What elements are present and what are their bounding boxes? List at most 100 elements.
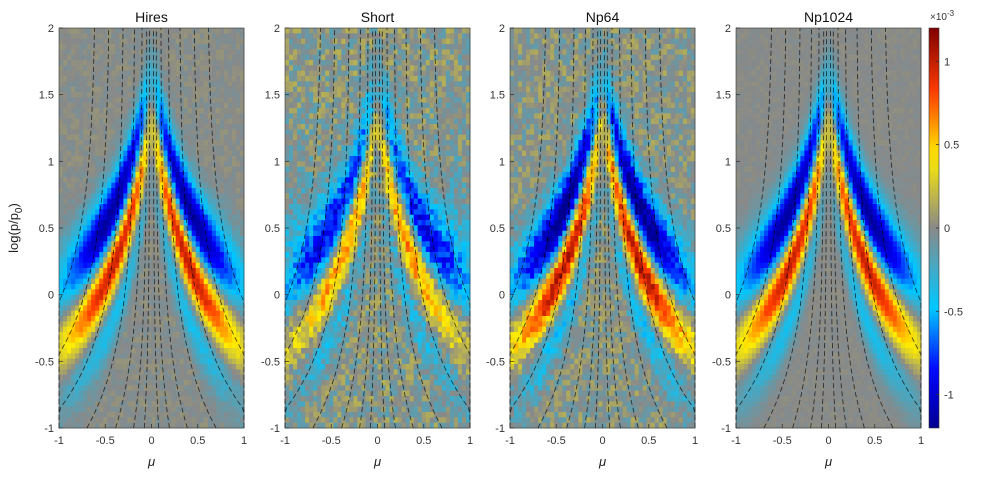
heatmap-cell <box>215 321 221 328</box>
heatmap-cell <box>337 209 342 216</box>
heatmap-cell <box>211 380 217 386</box>
heatmap-cell <box>305 38 310 45</box>
y-tick-label: -1 <box>44 423 54 435</box>
heatmap-cell <box>135 198 140 205</box>
heatmap-cell <box>63 54 68 61</box>
heatmap-cell <box>235 241 241 248</box>
heatmap-cell <box>293 129 298 136</box>
heatmap-cell <box>333 337 338 344</box>
heatmap-cell <box>111 145 116 152</box>
heatmap-cell <box>139 177 144 184</box>
heatmap-cell <box>329 86 334 93</box>
heatmap-cell <box>123 166 128 173</box>
heatmap-cell <box>203 108 209 114</box>
heatmap-cell <box>71 246 76 253</box>
heatmap-cell <box>59 182 64 189</box>
heatmap-cell <box>191 241 197 248</box>
heatmap-cell <box>301 86 306 93</box>
heatmap-cell <box>179 60 185 66</box>
heatmap-cell <box>107 390 112 397</box>
heatmap-cell <box>163 246 168 253</box>
heatmap-cell <box>207 225 213 232</box>
heatmap-cell <box>119 134 124 141</box>
heatmap-cell <box>309 161 314 168</box>
heatmap-cell <box>227 134 233 141</box>
heatmap-cell <box>191 396 197 402</box>
heatmap-cell <box>175 401 181 408</box>
heatmap-cell <box>293 92 298 98</box>
heatmap-cell <box>285 44 290 50</box>
heatmap-cell <box>131 204 136 210</box>
heatmap-cell <box>223 278 229 285</box>
heatmap-cell <box>95 385 100 392</box>
heatmap-cell <box>143 321 148 328</box>
heatmap-cell <box>313 198 318 205</box>
heatmap-cell <box>135 118 140 125</box>
heatmap-cell <box>215 332 221 338</box>
heatmap-cell <box>353 161 358 168</box>
heatmap-cell <box>147 124 152 130</box>
heatmap-cell <box>341 220 346 226</box>
heatmap-cell <box>179 364 185 370</box>
heatmap-cell <box>341 374 346 381</box>
heatmap-cells <box>59 28 245 429</box>
heatmap-cell <box>167 28 173 34</box>
heatmap-cell <box>59 28 64 34</box>
heatmap-cell <box>155 198 160 205</box>
heatmap-cell <box>159 348 164 354</box>
heatmap-cell <box>357 220 362 226</box>
heatmap-cell <box>67 113 72 120</box>
heatmap-cell <box>111 316 116 322</box>
heatmap-cell <box>171 113 177 120</box>
heatmap-cell <box>203 86 209 93</box>
heatmap-cell <box>321 86 326 93</box>
heatmap-cell <box>235 364 241 370</box>
heatmap-cell <box>91 284 96 290</box>
heatmap-cell <box>301 284 306 290</box>
heatmap-cell <box>183 60 189 66</box>
heatmap-cell <box>107 257 112 264</box>
heatmap-cell <box>231 305 237 312</box>
heatmap-cell <box>87 225 92 232</box>
heatmap-cell <box>123 225 128 232</box>
heatmap-cell <box>337 380 342 386</box>
heatmap-cell <box>325 108 330 114</box>
heatmap-cell <box>293 182 298 189</box>
heatmap-cell <box>235 65 241 72</box>
heatmap-cell <box>91 145 96 152</box>
heatmap-cell <box>123 412 128 418</box>
heatmap-cell <box>91 204 96 210</box>
heatmap-cell <box>171 81 177 88</box>
heatmap-cell <box>211 230 217 237</box>
heatmap-cell <box>175 97 181 104</box>
heatmap-cell <box>203 348 209 354</box>
heatmap-cell <box>349 209 354 216</box>
heatmap-cell <box>155 358 160 365</box>
heatmap-cell <box>345 118 350 125</box>
heatmap-cell <box>183 305 189 312</box>
heatmap-cell <box>337 150 342 157</box>
heatmap-cell <box>171 294 177 301</box>
heatmap-cell <box>99 60 104 66</box>
heatmap-cell <box>171 374 177 381</box>
heatmap-cell <box>357 150 362 157</box>
heatmap-cell <box>143 60 148 66</box>
heatmap-cell <box>67 316 72 322</box>
heatmap-cell <box>115 342 120 349</box>
heatmap-cell <box>231 380 237 386</box>
heatmap-cell <box>87 129 92 136</box>
heatmap-cell <box>313 268 318 274</box>
heatmap-cell <box>235 246 241 253</box>
heatmap-cell <box>361 380 366 386</box>
heatmap-cell <box>349 193 354 200</box>
heatmap-cell <box>305 134 310 141</box>
heatmap-cell <box>325 145 330 152</box>
heatmap-cell <box>305 28 310 34</box>
heatmap-cell <box>345 252 350 258</box>
heatmap-cell <box>329 92 334 98</box>
heatmap-cell <box>195 369 201 376</box>
heatmap-cell <box>115 401 120 408</box>
heatmap-cell <box>159 268 164 274</box>
heatmap-cell <box>207 182 213 189</box>
heatmap-cell <box>175 374 181 381</box>
